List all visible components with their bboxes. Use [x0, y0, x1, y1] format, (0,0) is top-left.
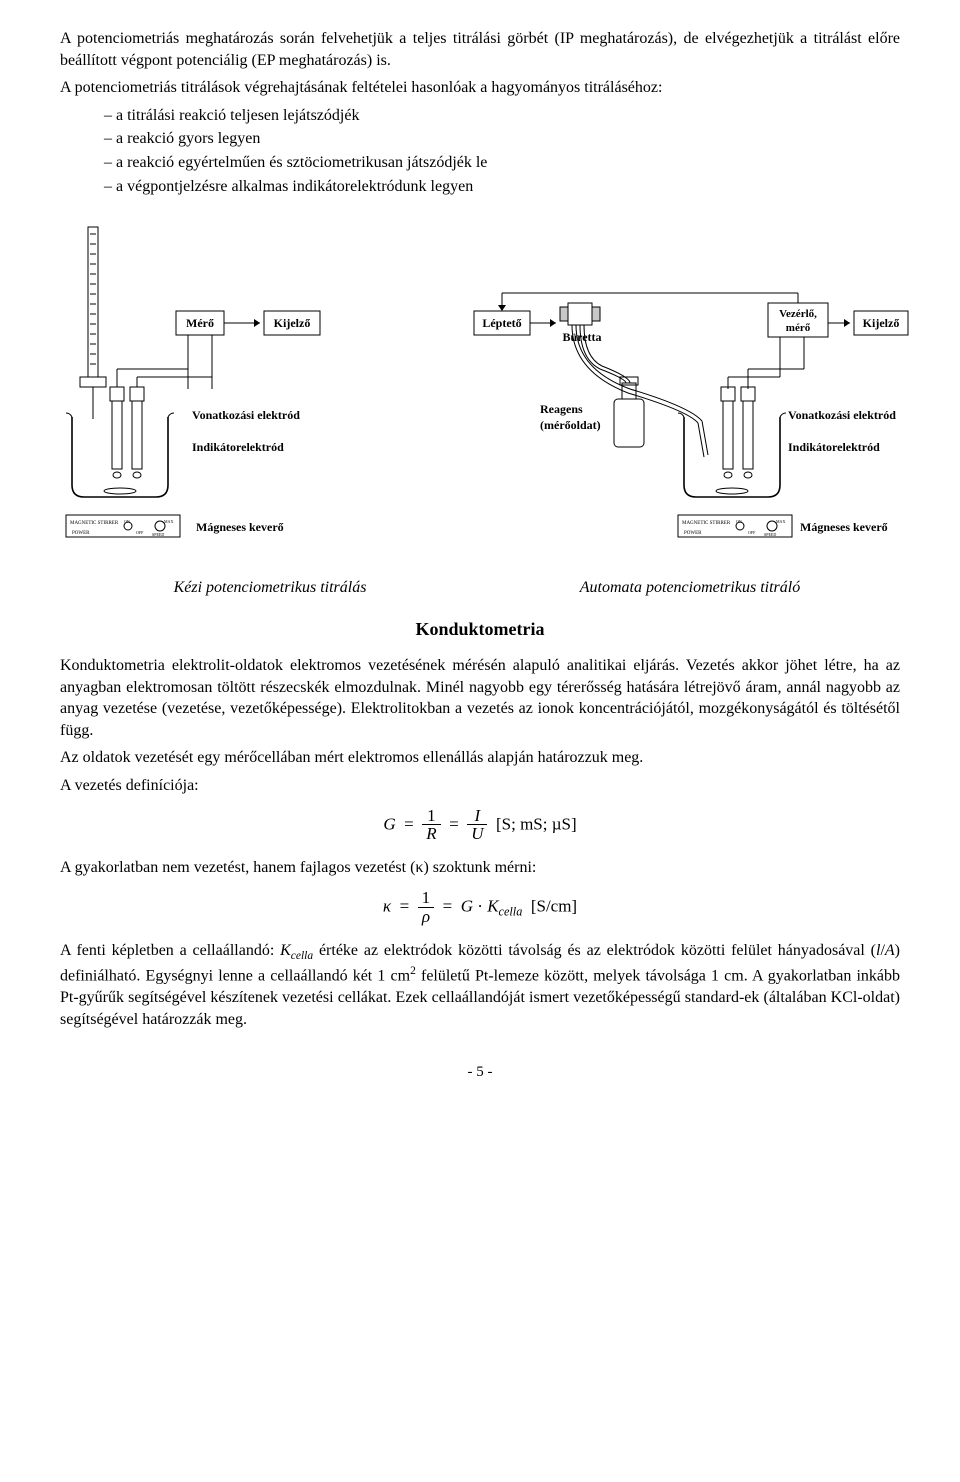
- kijelzo-label: Kijelző: [274, 316, 311, 330]
- ref-electrode-label: Vonatkozási elektród: [192, 408, 300, 422]
- svg-text:MAX: MAX: [164, 519, 173, 524]
- svg-text:MAGNETIC STIRRER: MAGNETIC STIRRER: [682, 521, 731, 526]
- bullets-intro: A potenciometriás titrálások végrehajtás…: [60, 77, 900, 99]
- svg-text:MAX: MAX: [776, 519, 785, 524]
- svg-text:OFF: OFF: [136, 530, 144, 535]
- lepteto-label: Léptető: [482, 316, 521, 330]
- svg-text:SPEED: SPEED: [764, 532, 776, 537]
- page-number: - 5 -: [60, 1062, 900, 1082]
- indicator-electrode-label: Indikátorelektród: [192, 440, 284, 454]
- stirrer-label: Mágneses keverő: [196, 520, 284, 534]
- svg-text:ON: ON: [124, 519, 130, 524]
- svg-text:mérő: mérő: [786, 322, 811, 334]
- svg-text:SPEED: SPEED: [152, 532, 164, 537]
- reagens-label: Reagens: [540, 402, 583, 416]
- caption-right: Automata potenciometrikus titráló: [480, 577, 900, 599]
- mero-label: Mérő: [186, 316, 214, 330]
- ref-electrode-label-r: Vonatkozási elektród: [788, 408, 896, 422]
- list-item: a végpontjelzésre alkalmas indikátorelek…: [104, 176, 900, 198]
- caption-left: Kézi potenciometrikus titrálás: [60, 577, 480, 599]
- bullet-list: a titrálási reakció teljesen lejátszódjé…: [60, 105, 900, 197]
- para6: A fenti képletben a cellaállandó: Kcella…: [60, 940, 900, 1031]
- list-item: a reakció gyors legyen: [104, 128, 900, 150]
- stirrer-text: MAGNETIC STIRRER: [70, 521, 119, 526]
- svg-text:Vezérlő,: Vezérlő,: [779, 308, 817, 320]
- svg-text:POWER: POWER: [72, 531, 90, 536]
- formula-kappa: κ = 1ρ = G · Kcella [S/cm]: [60, 889, 900, 926]
- list-item: a reakció egyértelműen és sztöciometriku…: [104, 152, 900, 174]
- indicator-electrode-label-r: Indikátorelektród: [788, 440, 880, 454]
- svg-text:OFF: OFF: [748, 530, 756, 535]
- auto-titration-diagram: Léptető Büretta Vezérlő, mérő Kijelző: [470, 219, 910, 569]
- para3: Az oldatok vezetését egy mérőcellában mé…: [60, 747, 900, 769]
- svg-text:ON: ON: [736, 519, 742, 524]
- intro-paragraph: A potenciometriás meghatározás során fel…: [60, 28, 900, 71]
- section-title: Konduktometria: [60, 617, 900, 641]
- list-item: a titrálási reakció teljesen lejátszódjé…: [104, 105, 900, 127]
- manual-titration-diagram: Mérő Kijelző: [60, 219, 440, 569]
- konduktometria-para: Konduktometria elektrolit-oldatok elektr…: [60, 655, 900, 741]
- svg-text:POWER: POWER: [684, 531, 702, 536]
- para4: A vezetés definíciója:: [60, 775, 900, 797]
- stirrer-label-r: Mágneses keverő: [800, 520, 888, 534]
- formula-G: G = 1R = IU [S; mS; µS]: [60, 807, 900, 844]
- reagens-label2: (mérőoldat): [540, 418, 601, 432]
- para5: A gyakorlatban nem vezetést, hanem fajla…: [60, 857, 900, 879]
- kijelzo-label-r: Kijelző: [863, 316, 900, 330]
